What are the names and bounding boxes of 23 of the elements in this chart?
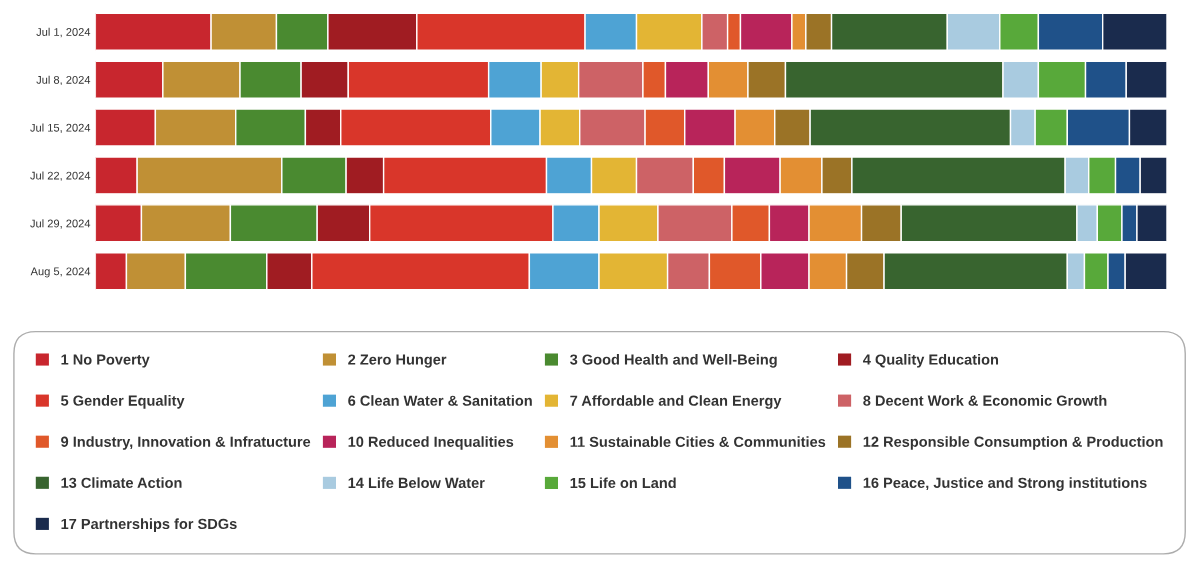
legend-label: 3 Good Health and Well-Being — [570, 354, 777, 368]
legend-label: 16 Peace, Justice and Strong institutions — [863, 477, 1147, 491]
y-tick-label: Jul 8, 2024 — [36, 75, 91, 86]
y-tick-label: Jul 22, 2024 — [30, 171, 91, 181]
y-tick-label: Jul 15, 2024 — [30, 123, 91, 133]
legend-label: 4 Quality Education — [863, 354, 999, 368]
y-tick-label: Jul 1, 2024 — [36, 27, 91, 38]
legend-label: 15 Life on Land — [570, 477, 676, 489]
legend-label: 14 Life Below Water — [348, 477, 485, 489]
legend-label: 17 Partnerships for SDGs — [61, 518, 237, 532]
legend-label: 10 Reduced Inequalities — [348, 436, 514, 450]
legend-label: 12 Responsible Consumption & Production — [863, 436, 1163, 450]
legend-label: 11 Sustainable Cities & Communities — [570, 436, 826, 448]
legend-label: 8 Decent Work & Economic Growth — [863, 395, 1107, 406]
legend-label: 1 No Poverty — [61, 354, 150, 368]
legend-label: 5 Gender Equality — [61, 395, 185, 409]
legend-label: 6 Clean Water & Sanitation — [348, 395, 532, 406]
legend-label: 2 Zero Hunger — [348, 354, 447, 368]
legend-label: 7 Affordable and Clean Energy — [570, 395, 782, 409]
legend-label: 9 Industry, Innovation & Infratucture — [61, 436, 311, 450]
y-tick-label: Aug 5, 2024 — [30, 267, 91, 278]
legend-label: 13 Climate Action — [61, 477, 182, 488]
y-tick-label: Jul 29, 2024 — [30, 219, 91, 229]
